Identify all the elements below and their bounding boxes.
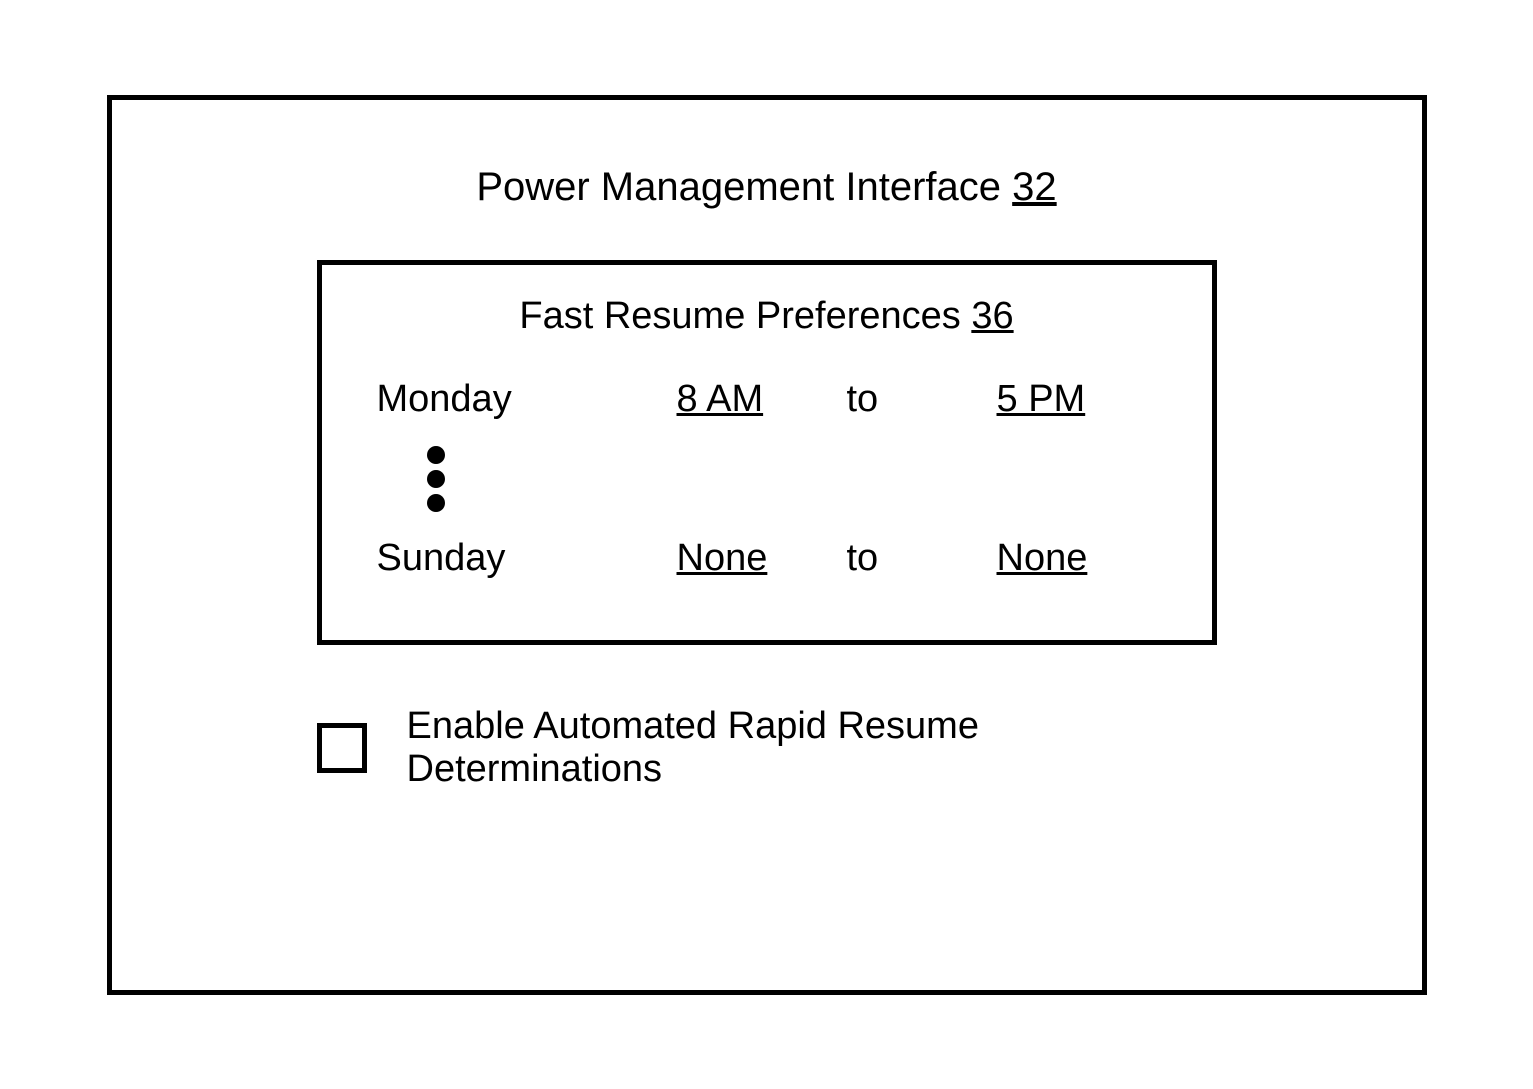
panel-title: Power Management Interface 32 (476, 165, 1056, 210)
preferences-title-ref: 36 (971, 295, 1013, 337)
schedule-row: Sunday None to None (377, 537, 1157, 580)
enable-auto-row: Enable Automated Rapid Resume Determinat… (317, 705, 1217, 791)
vertical-ellipsis-icon (377, 446, 1157, 512)
day-label: Sunday (377, 537, 677, 580)
panel-title-ref: 32 (1012, 165, 1057, 209)
power-management-panel: Power Management Interface 32 Fast Resum… (107, 95, 1427, 995)
preferences-title-text: Fast Resume Preferences (519, 295, 960, 337)
preferences-title: Fast Resume Preferences 36 (377, 295, 1157, 338)
dot-icon (427, 494, 445, 512)
fast-resume-preferences-panel: Fast Resume Preferences 36 Monday 8 AM t… (317, 260, 1217, 645)
to-label: to (847, 378, 997, 421)
enable-auto-label: Enable Automated Rapid Resume Determinat… (407, 705, 1217, 791)
dot-icon (427, 470, 445, 488)
start-time-input[interactable]: None (677, 537, 847, 580)
start-time-input[interactable]: 8 AM (677, 378, 847, 421)
end-time-input[interactable]: 5 PM (997, 378, 1147, 421)
schedule-row: Monday 8 AM to 5 PM (377, 378, 1157, 421)
panel-title-text: Power Management Interface (476, 165, 1001, 209)
day-label: Monday (377, 378, 677, 421)
to-label: to (847, 537, 997, 580)
dot-icon (427, 446, 445, 464)
enable-auto-checkbox[interactable] (317, 723, 367, 773)
end-time-input[interactable]: None (997, 537, 1147, 580)
